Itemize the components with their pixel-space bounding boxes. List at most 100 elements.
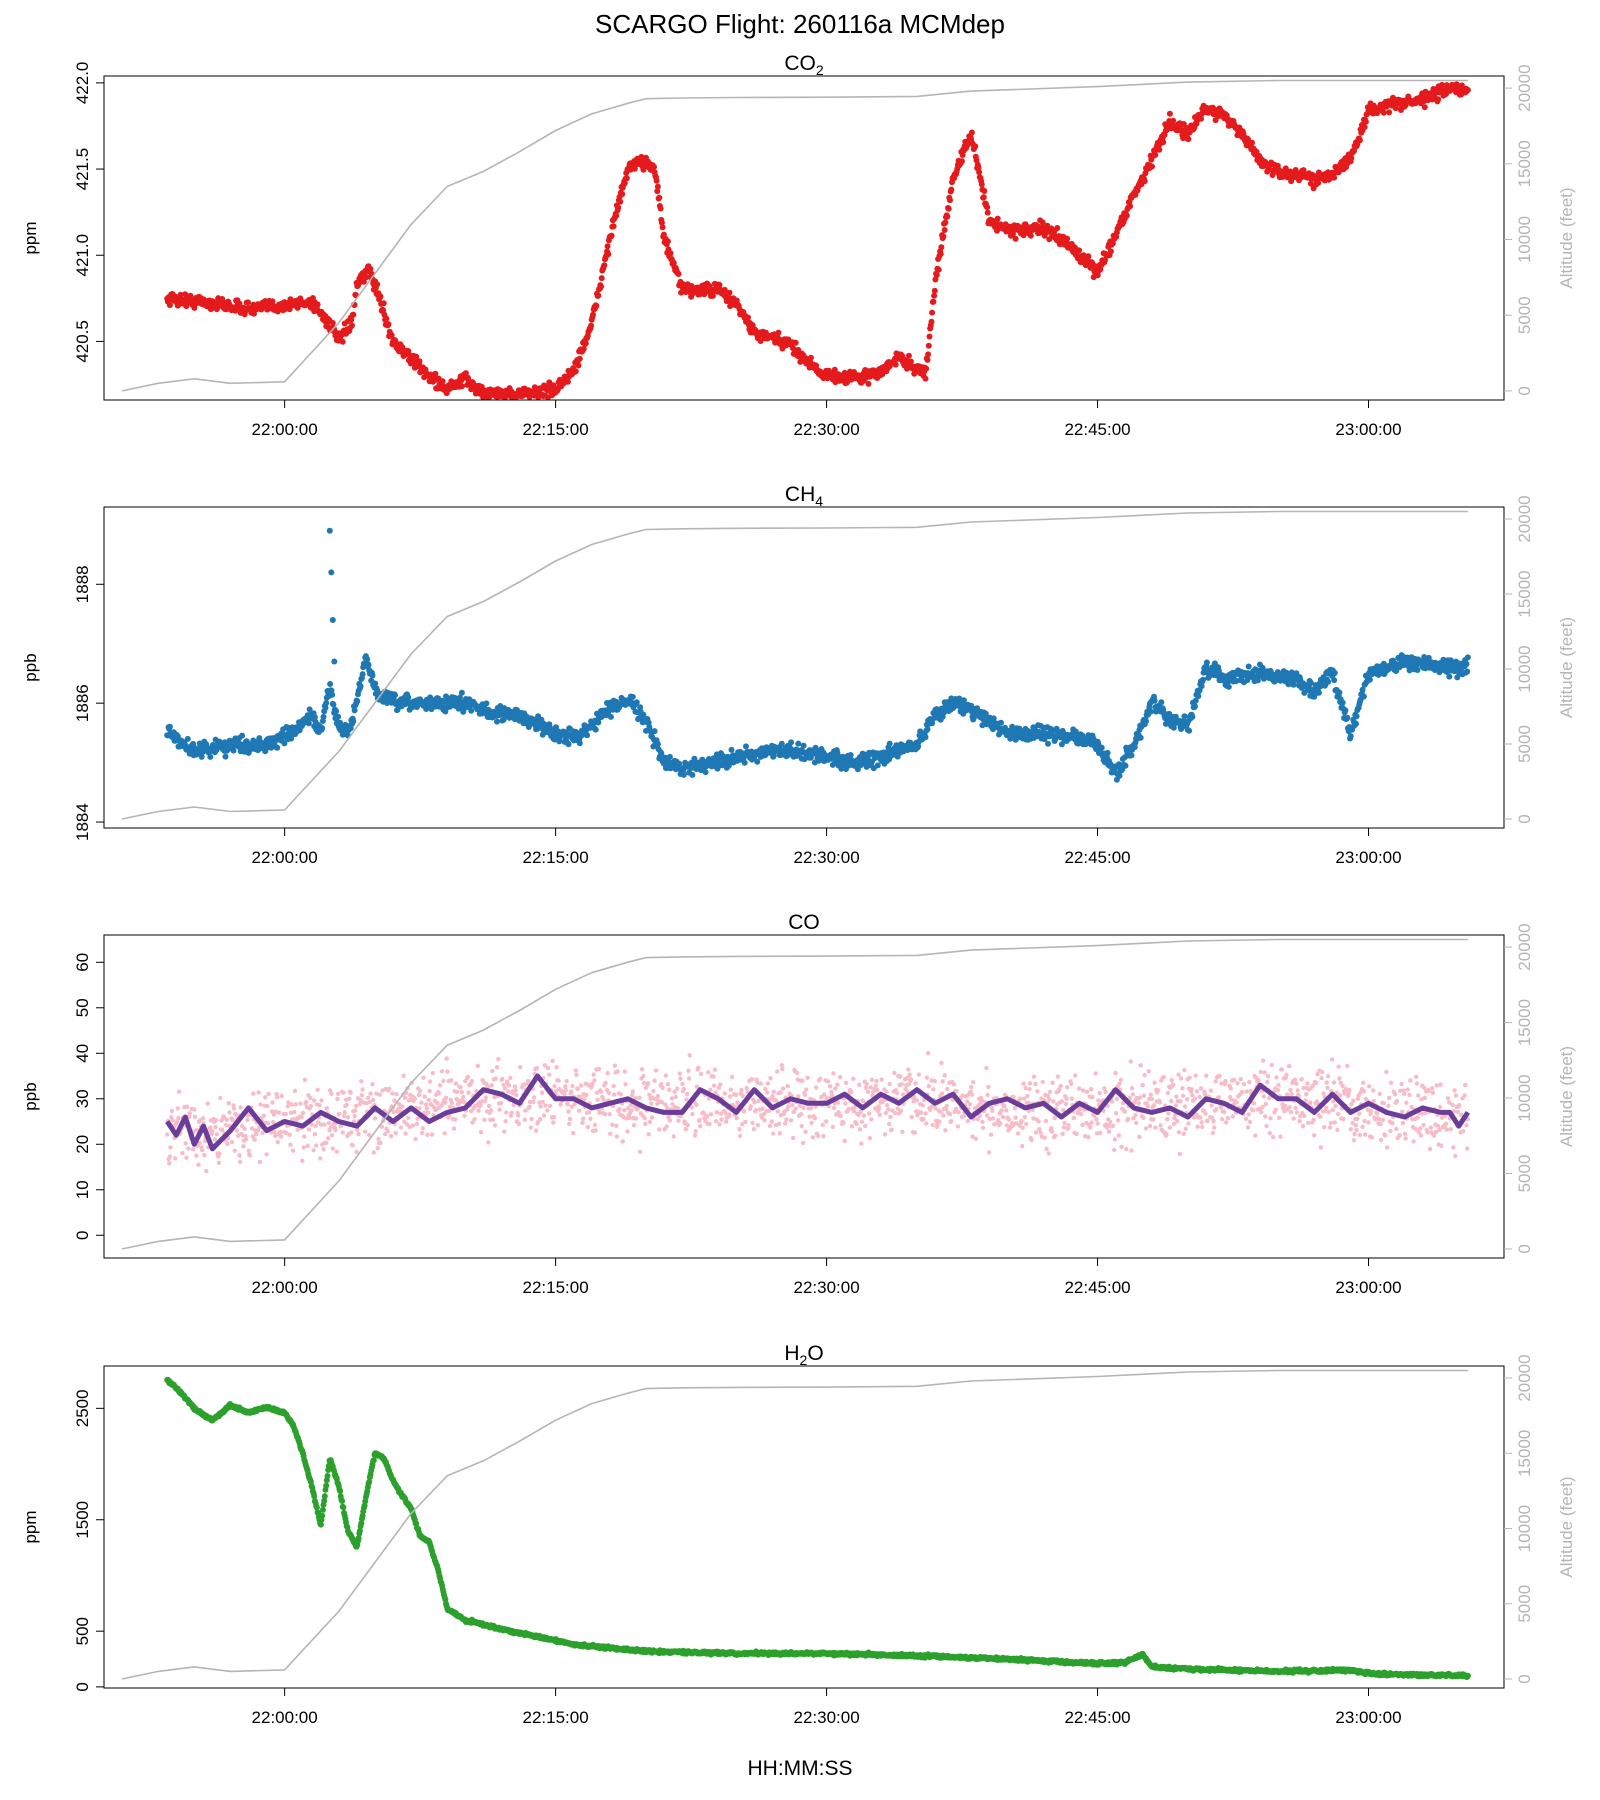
- data-point: [629, 693, 636, 700]
- data-point: [322, 1122, 327, 1127]
- data-point: [251, 310, 257, 317]
- data-point: [793, 1106, 798, 1111]
- data-point: [978, 181, 985, 188]
- data-point: [192, 1114, 198, 1120]
- data-point: [482, 1117, 487, 1123]
- data-point: [1331, 669, 1338, 676]
- data-point: [478, 1103, 483, 1108]
- data-point: [166, 723, 173, 730]
- data-point: [814, 1085, 819, 1090]
- data-point: [354, 1149, 359, 1155]
- data-point: [788, 739, 795, 746]
- data-point: [317, 1103, 322, 1108]
- data-point: [337, 1111, 342, 1117]
- data-point: [398, 1125, 404, 1130]
- data-point: [659, 224, 666, 231]
- data-point: [1098, 744, 1105, 751]
- data-point: [458, 689, 465, 696]
- data-point: [800, 1078, 805, 1084]
- data-point: [359, 1093, 365, 1098]
- data-point: [518, 1065, 523, 1070]
- data-point: [925, 351, 932, 358]
- data-point: [721, 286, 728, 293]
- data-point: [504, 1110, 509, 1115]
- data-point: [435, 1100, 440, 1106]
- data-point: [239, 732, 246, 739]
- data-points: [164, 652, 1471, 783]
- data-point: [611, 1083, 616, 1089]
- data-point: [741, 1109, 747, 1114]
- data-point: [812, 1116, 818, 1121]
- data-point: [538, 1104, 543, 1109]
- y2-tick-label: 0: [1515, 814, 1534, 823]
- data-point: [1331, 677, 1338, 684]
- y-tick-label: 420.5: [73, 320, 92, 363]
- data-point: [564, 1078, 569, 1084]
- plot-frame: [103, 75, 1505, 401]
- data-point: [222, 753, 229, 760]
- data-point: [642, 1115, 647, 1121]
- data-point: [808, 1106, 814, 1111]
- data-point: [341, 1090, 346, 1095]
- data-point: [271, 1119, 276, 1125]
- data-point: [217, 1151, 222, 1156]
- data-point: [765, 1090, 770, 1095]
- data-point: [365, 661, 372, 668]
- data-point: [604, 243, 611, 250]
- panel-title: CO: [788, 911, 820, 934]
- data-point: [315, 1087, 320, 1093]
- y-tick-label: 421.5: [73, 148, 92, 191]
- data-point: [930, 298, 937, 305]
- data-point: [584, 732, 591, 739]
- data-point: [767, 1123, 773, 1129]
- data-point: [1325, 678, 1332, 685]
- data-point: [922, 375, 929, 382]
- data-point: [804, 1087, 809, 1092]
- data-point: [1128, 752, 1135, 759]
- data-point: [576, 1108, 582, 1113]
- data-point: [418, 1088, 423, 1094]
- data-point: [1360, 693, 1367, 700]
- data-point: [1421, 104, 1428, 111]
- data-point: [335, 1091, 341, 1097]
- data-point: [825, 1079, 831, 1084]
- data-point: [606, 1090, 612, 1096]
- data-point: [292, 1088, 298, 1094]
- data-point: [261, 1113, 267, 1119]
- data-point: [571, 1130, 576, 1136]
- data-point: [180, 1150, 185, 1156]
- data-point: [329, 320, 336, 326]
- data-point: [458, 1085, 463, 1090]
- data-point: [184, 1104, 190, 1110]
- data-point: [1141, 178, 1148, 185]
- data-point: [714, 1110, 720, 1115]
- data-point: [743, 1119, 748, 1125]
- data-point: [639, 1067, 645, 1072]
- data-point: [813, 362, 820, 369]
- data-point: [924, 356, 931, 363]
- data-point: [585, 1125, 590, 1130]
- data-point: [453, 1081, 459, 1086]
- data-point: [385, 321, 392, 328]
- data-point: [302, 1077, 308, 1083]
- data-point: [406, 1115, 411, 1121]
- data-point: [287, 1132, 292, 1138]
- data-point: [444, 1056, 449, 1061]
- data-point: [445, 1069, 450, 1074]
- data-point: [935, 266, 942, 273]
- data-point: [494, 718, 500, 725]
- data-point: [349, 1130, 354, 1135]
- data-point: [231, 1106, 237, 1111]
- data-point: [865, 380, 872, 387]
- data-point: [490, 1068, 495, 1074]
- data-point: [649, 1101, 654, 1106]
- data-point: [598, 1089, 604, 1095]
- data-point: [214, 1118, 219, 1123]
- data-point: [777, 1131, 782, 1136]
- data-point: [651, 163, 657, 170]
- data-point: [1104, 749, 1111, 756]
- data-point: [782, 1121, 788, 1126]
- data-point: [665, 1082, 671, 1087]
